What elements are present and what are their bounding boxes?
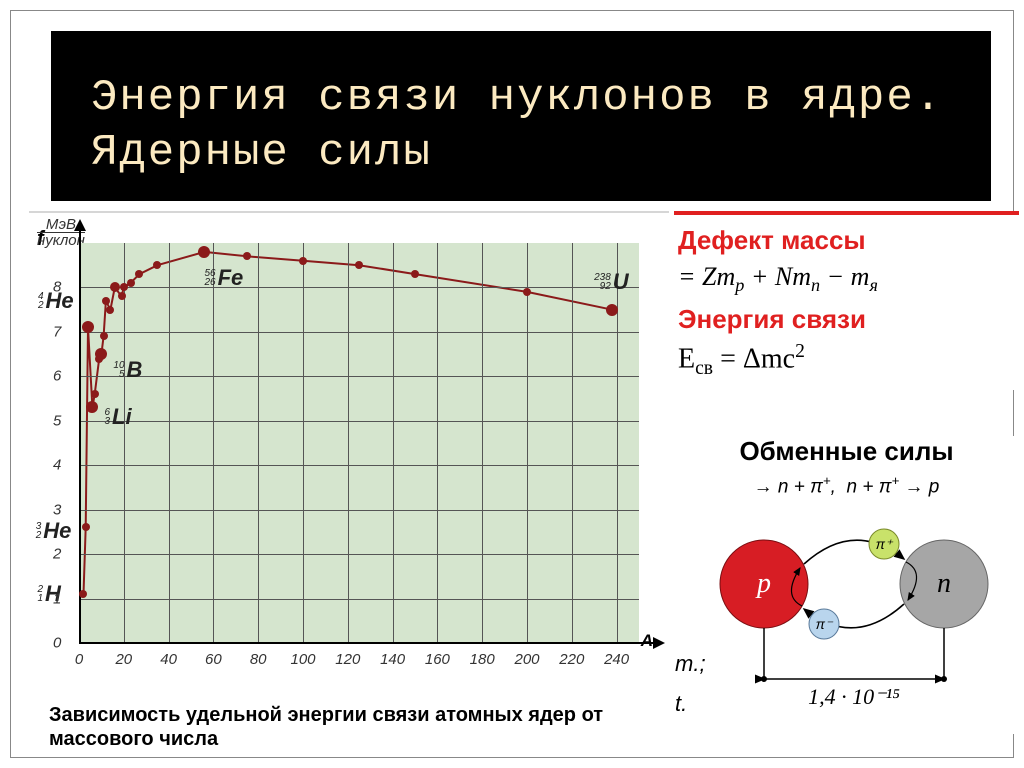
y-unit-bot: нуклон [37, 233, 85, 248]
stray-text-t: t. [675, 691, 687, 717]
slide-title: Энергия связи нуклонов в ядре. Ядерные с… [51, 31, 991, 201]
svg-text:1,4 · 10⁻¹⁵: 1,4 · 10⁻¹⁵ [808, 684, 900, 709]
mass-defect-box: Дефект массы = Zmp + Nmn − mя Энергия св… [674, 211, 1019, 390]
svg-text:p: p [755, 568, 771, 599]
data-point [523, 288, 531, 296]
data-point [299, 257, 307, 265]
data-point [153, 261, 161, 269]
data-point [82, 321, 94, 333]
chart-caption: Зависимость удельной энергии связи атомн… [49, 703, 649, 751]
mass-defect-header: Дефект массы [678, 225, 1009, 256]
exchange-title: Обменные силы [674, 436, 1019, 467]
binding-energy-formula: Eсв = Δmc2 [678, 341, 1009, 380]
data-point [91, 390, 99, 398]
element-label-fe: 5626Fe [204, 265, 243, 291]
svg-text:π⁺: π⁺ [876, 536, 894, 552]
data-point [100, 332, 108, 340]
stray-text-m: m.; [675, 651, 706, 677]
data-point [110, 282, 120, 292]
exchange-forces-box: Обменные силы → n + π+, n + π+ → p p n π⁺ π… [674, 436, 1019, 734]
data-point [411, 270, 419, 278]
mass-defect-formula: = Zmp + Nmn − mя [678, 262, 1009, 296]
data-point [127, 279, 135, 287]
element-label-he: 32He [36, 518, 72, 544]
chart-inner: f МэВ нуклон 21H32He42He63Li105B5626Fe23… [79, 243, 639, 683]
element-label-u: 23892U [594, 269, 629, 295]
slide-frame: Энергия связи нуклонов в ядре. Ядерные с… [10, 10, 1014, 758]
data-point [243, 252, 251, 260]
exchange-diagram: p n π⁺ π⁻ 1,4 · 10⁻¹⁵ [674, 504, 1014, 734]
svg-text:n: n [937, 568, 951, 599]
data-point [95, 348, 107, 360]
data-point [86, 401, 98, 413]
title-text: Энергия связи нуклонов в ядре. Ядерные с… [91, 73, 943, 178]
data-point [135, 270, 143, 278]
data-point [102, 297, 110, 305]
data-point [118, 292, 126, 300]
data-point [79, 590, 87, 598]
data-point [606, 304, 618, 316]
curve-svg [79, 243, 639, 643]
data-point [355, 261, 363, 269]
exchange-equation: → n + π+, n + π+ → p [674, 473, 1019, 498]
plot-area: 21H32He42He63Li105B5626Fe23892U [79, 243, 639, 643]
x-axis-symbol: A [641, 631, 653, 651]
data-point [82, 523, 90, 531]
svg-text:π⁻: π⁻ [816, 616, 834, 632]
binding-energy-chart: f МэВ нуклон 21H32He42He63Li105B5626Fe23… [29, 211, 669, 751]
element-label-li: 63Li [104, 404, 131, 430]
element-label-b: 105B [113, 357, 142, 383]
data-point [198, 246, 210, 258]
data-point [106, 306, 114, 314]
binding-energy-header: Энергия связи [678, 304, 1009, 335]
